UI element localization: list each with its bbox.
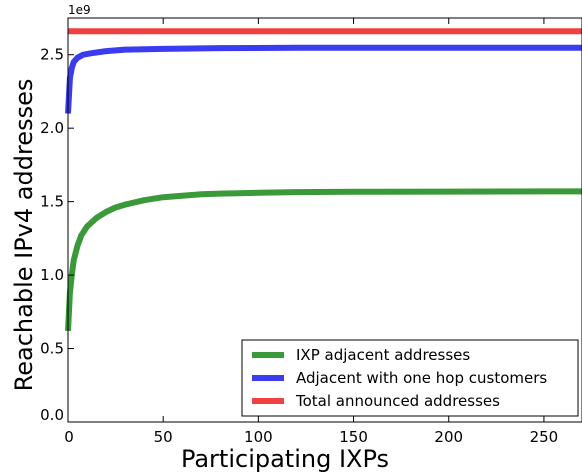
x-tick-label: 100 — [244, 428, 273, 446]
x-tick-label: 250 — [530, 428, 559, 446]
x-axis-title: Participating IXPs — [181, 445, 389, 473]
x-tick-label: 200 — [434, 428, 463, 446]
legend-box — [241, 339, 579, 417]
plot-frame — [67, 17, 582, 423]
legend-label-1: IXP adjacent addresses — [296, 346, 470, 364]
series-line-1 — [65, 188, 582, 332]
legend-label-2: Adjacent with one hop customers — [296, 369, 547, 387]
y-tick-label: 2.0 — [40, 119, 64, 137]
x-tick-label: 50 — [154, 428, 173, 446]
x-tick-label: 150 — [339, 428, 368, 446]
y-tick-label: 2.5 — [40, 46, 64, 64]
y-tick-label: 1.5 — [40, 193, 64, 211]
series-line-2 — [65, 44, 582, 114]
y-tick-label: 1.0 — [40, 266, 64, 284]
y-tick-label: 0.0 — [40, 406, 64, 424]
series-layer — [65, 28, 582, 332]
y-exponent-label: 1e9 — [68, 3, 91, 17]
y-axis-title: Reachable IPv4 addresses — [10, 79, 38, 392]
legend-label-3: Total announced addresses — [295, 392, 500, 410]
ticks-layer: 0 50 100 150 200 250 0.0 0.5 1.0 1.5 2.0 2.5 — [40, 18, 558, 446]
legend: IXP adjacent addresses Adjacent with one … — [241, 339, 579, 417]
y-tick-label: 0.5 — [40, 340, 64, 358]
x-tick-label: 0 — [64, 428, 74, 446]
